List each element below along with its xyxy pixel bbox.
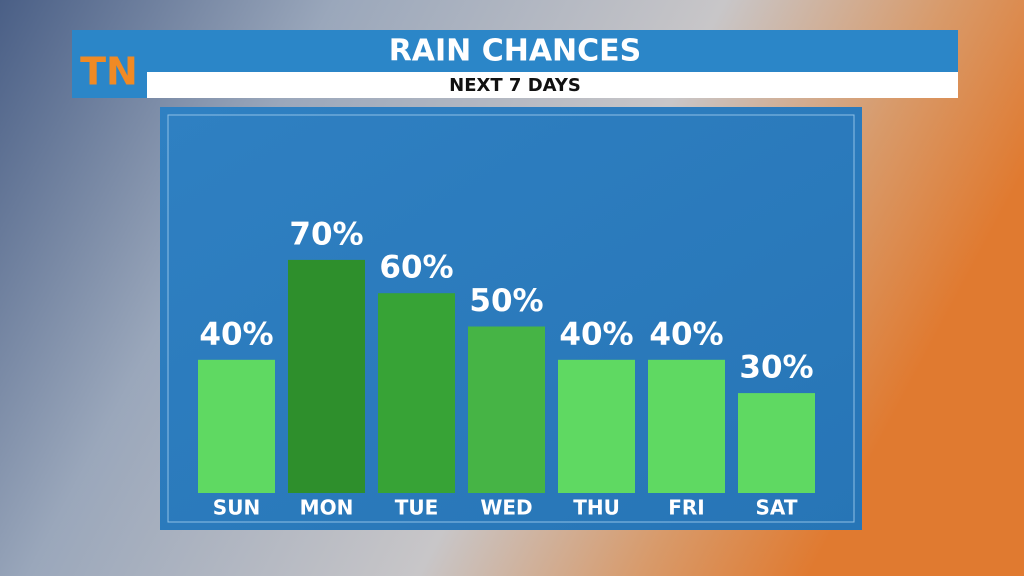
- logo: TN: [80, 50, 138, 94]
- value-label: 60%: [379, 250, 453, 286]
- chart-title: RAIN CHANCES: [389, 34, 642, 69]
- value-label: 40%: [559, 316, 633, 352]
- value-label: 70%: [289, 216, 363, 252]
- bar: [378, 293, 455, 493]
- value-label: 50%: [469, 283, 543, 319]
- bar: [558, 359, 635, 493]
- x-tick-label: SAT: [756, 496, 798, 520]
- x-tick-label: FRI: [668, 496, 705, 520]
- bar: [198, 359, 275, 493]
- x-tick-label: TUE: [395, 496, 439, 520]
- title-bar: [72, 30, 958, 72]
- bar: [648, 359, 725, 493]
- logo-box: [72, 30, 147, 98]
- x-tick-label: SUN: [213, 496, 260, 520]
- subtitle-bar: [147, 72, 958, 98]
- panel-border: [167, 114, 855, 523]
- value-label: 30%: [739, 350, 813, 386]
- bar: [468, 326, 545, 493]
- chart-subtitle: NEXT 7 DAYS: [449, 75, 581, 96]
- bar: [288, 259, 365, 493]
- value-label: 40%: [199, 316, 273, 352]
- value-label: 40%: [649, 316, 723, 352]
- x-tick-label: WED: [480, 496, 532, 520]
- x-tick-label: THU: [573, 496, 620, 520]
- bar: [738, 393, 815, 493]
- x-tick-label: MON: [300, 496, 354, 520]
